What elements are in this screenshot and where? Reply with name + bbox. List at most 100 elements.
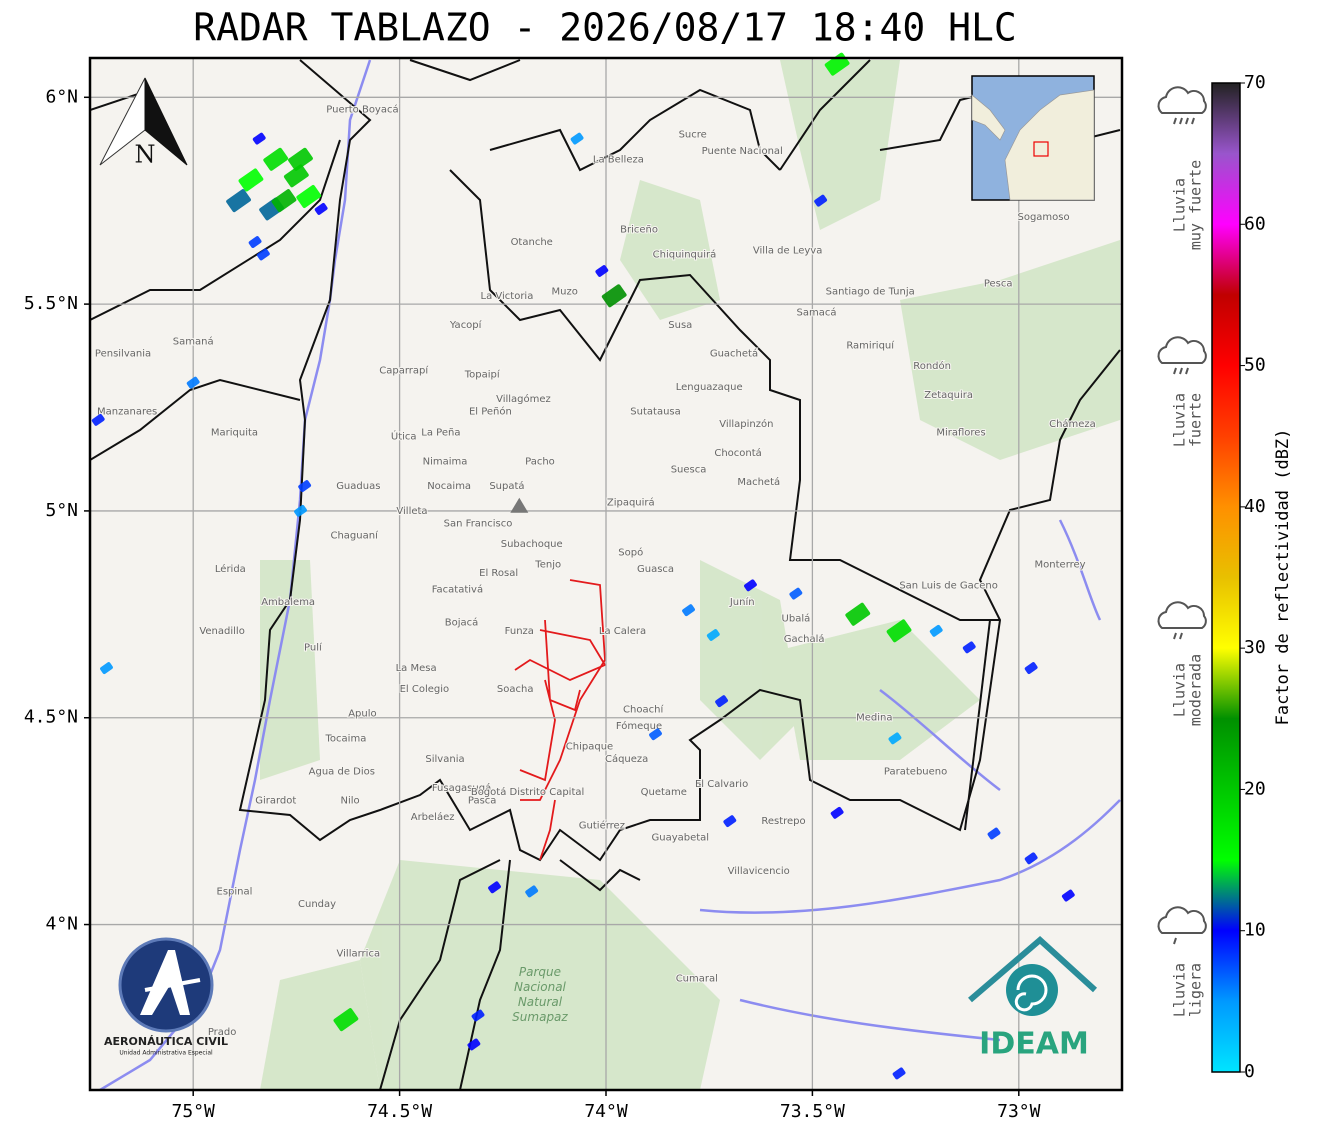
legend-drop (1179, 367, 1183, 375)
place-label: Apulo (348, 709, 376, 720)
place-label: Pesca (984, 278, 1013, 289)
place-label: Funza (505, 626, 534, 637)
place-label: Gachalá (784, 633, 825, 645)
echo (723, 815, 737, 828)
place-label: Arbeláez (411, 811, 455, 823)
echo (314, 203, 328, 215)
echo (333, 1008, 359, 1032)
y-tick-label: 5°N (45, 500, 78, 521)
place-label: Bogotá Distrito Capital (471, 786, 584, 798)
place-label: Rondón (913, 360, 951, 372)
colorbar-tick-label: 60 (1244, 213, 1266, 234)
place-label: Chocontá (714, 447, 761, 459)
echo (471, 1009, 485, 1022)
echo (100, 662, 113, 674)
colorbar: Factor de reflectividad (dBZ) 0 10 20 30 40 5… (1211, 72, 1293, 1082)
x-tick-label: 74°W (584, 1101, 628, 1122)
place-label: Nimaima (423, 456, 468, 467)
legend-label: fuerte (1187, 393, 1205, 447)
place-label: Puerto Boyacá (326, 104, 398, 116)
echo (271, 189, 297, 213)
echo (1061, 889, 1075, 902)
place-label: Cunday (298, 899, 336, 910)
place-label: Villapinzón (719, 418, 773, 430)
echo (1024, 662, 1038, 674)
north-arrow: N (99, 77, 188, 169)
legend-drop (1179, 117, 1183, 125)
echo (715, 695, 728, 708)
place-label: La Victoria (481, 291, 534, 302)
place-label: Útica (391, 429, 417, 442)
aero-label: AERONÁUTICA CIVIL (104, 1035, 228, 1048)
place-label: Tocaima (325, 733, 367, 744)
legend-drop (1179, 632, 1183, 640)
place-label: Venadillo (199, 626, 244, 637)
place-label: Tenjo (534, 560, 561, 571)
place-label: Machetá (737, 476, 780, 488)
place-label: Sucre (679, 130, 707, 141)
place-label: Monterrey (1035, 560, 1086, 571)
place-label: Pensilvania (95, 349, 151, 360)
ideam-logo: IDEAM (968, 935, 1098, 1062)
legend-drop (1173, 117, 1177, 125)
place-label: Cumaral (676, 973, 718, 984)
echo (830, 806, 844, 819)
place-label: Medina (856, 713, 892, 724)
echo (744, 579, 757, 592)
legend-label: Lluvia (1171, 178, 1189, 232)
radar-site (510, 497, 529, 513)
place-label: La Belleza (593, 154, 644, 165)
place-label: Villarrica (337, 949, 381, 960)
place-label: Puente Nacional (702, 146, 783, 157)
colorbar-tick-label: 0 (1244, 1061, 1255, 1082)
legend-label: Lluvia (1171, 393, 1189, 447)
legend-label: Lluvia (1171, 963, 1189, 1017)
place-label: Topaipí (464, 368, 501, 380)
colorbar-label: Factor de reflectividad (dBZ) (1273, 429, 1293, 726)
place-label: Soacha (497, 684, 534, 695)
echo (888, 732, 902, 745)
echo (186, 376, 200, 389)
echo (525, 885, 539, 898)
place-label: Susa (668, 320, 692, 331)
x-tick-label: 75°W (172, 1101, 216, 1122)
place-label: Supatá (489, 480, 524, 492)
place-label: Caparrapí (379, 364, 429, 376)
legend-drop (1185, 367, 1189, 375)
echo (226, 189, 251, 213)
legend-label: Lluvia (1171, 663, 1189, 717)
echo (91, 413, 105, 426)
x-tick-label: 73°W (997, 1101, 1041, 1122)
echo (283, 164, 309, 188)
park-label: Sumapaz (512, 1010, 568, 1024)
place-label: Fómeque (616, 720, 662, 732)
place-label: Guaduas (336, 481, 380, 492)
aero-sublabel: Unidad Administrativa Especial (119, 1050, 213, 1057)
title: RADAR TABLAZO - 2026/08/17 18:40 HLC (193, 6, 1017, 50)
place-label: Chámeza (1049, 418, 1096, 430)
place-label: Fusagasugá (432, 782, 491, 794)
x-tick-label: 74.5°W (367, 1101, 432, 1122)
place-label: Zetaquira (924, 390, 973, 401)
place-label: Junín (729, 596, 755, 608)
legend-label: muy fuerte (1187, 160, 1205, 250)
echo (1024, 852, 1038, 865)
y-tick-label: 4.5°N (24, 707, 78, 728)
place-label: Sogamoso (1017, 212, 1069, 223)
place-label: El Rosal (479, 568, 518, 579)
place-label: Guachetá (710, 348, 758, 360)
place-label: La Calera (599, 626, 646, 637)
place-label: Nilo (340, 795, 359, 806)
colorbar-tick-label: 40 (1244, 496, 1266, 517)
place-label: Yacopí (449, 319, 483, 331)
place-label: El Colegio (400, 684, 450, 695)
place-label: Choachí (623, 703, 664, 715)
place-label: Suesca (671, 465, 707, 476)
place-label: Samacá (797, 306, 837, 318)
echo (845, 602, 871, 626)
place-label: Espinal (217, 886, 253, 897)
place-label: Briceño (620, 225, 658, 236)
echo (263, 147, 289, 171)
